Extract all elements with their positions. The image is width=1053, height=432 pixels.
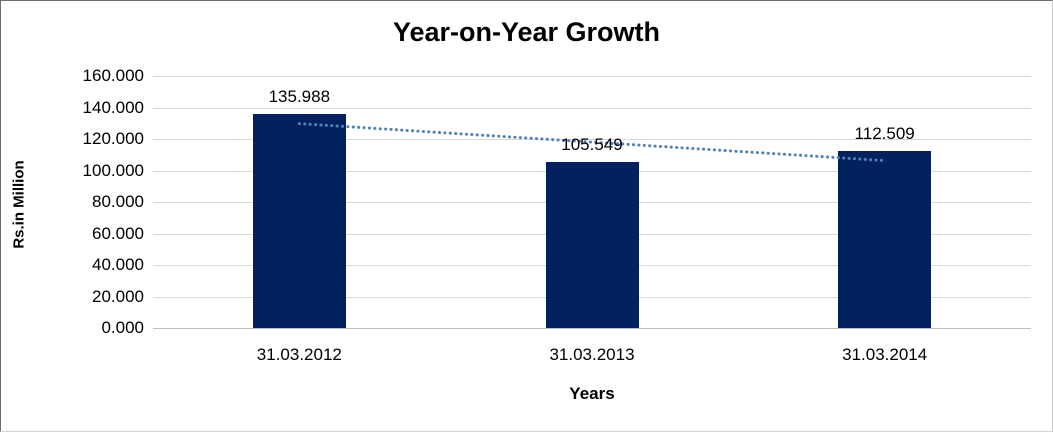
y-tick-label: 100.000 [82, 160, 144, 180]
y-axis-title: Rs.in Million [10, 160, 28, 249]
y-tick-label: 140.000 [82, 97, 144, 117]
y-tick-label: 60.000 [92, 223, 144, 243]
bar-value-label: 112.509 [854, 123, 915, 143]
y-tick-label: 0.000 [101, 318, 144, 337]
bar-value-label: 105.549 [561, 134, 623, 154]
gridline [153, 76, 1031, 77]
gridline [153, 107, 1031, 109]
x-tick-label: 31.03.2012 [256, 345, 342, 364]
y-tick-label: 20.000 [92, 286, 144, 306]
x-tick-label: 31.03.2014 [842, 345, 928, 364]
trendline [297, 122, 887, 163]
bar-31.03.2014 [838, 150, 932, 328]
y-tick-label: 160.000 [82, 66, 144, 85]
y-tick-label: 80.000 [92, 192, 144, 211]
y-tick-label: 120.000 [82, 129, 144, 148]
x-axis-title: Years [569, 384, 615, 403]
bar-31.03.2013 [545, 161, 639, 328]
y-tick-label: 40.000 [92, 255, 144, 274]
gridline [153, 139, 1031, 140]
x-tick-label: 31.03.2013 [549, 345, 635, 364]
chart-title: Year-on-Year Growth [392, 17, 661, 47]
bar-value-label: 135.988 [268, 86, 331, 106]
bar-31.03.2012 [252, 113, 346, 328]
